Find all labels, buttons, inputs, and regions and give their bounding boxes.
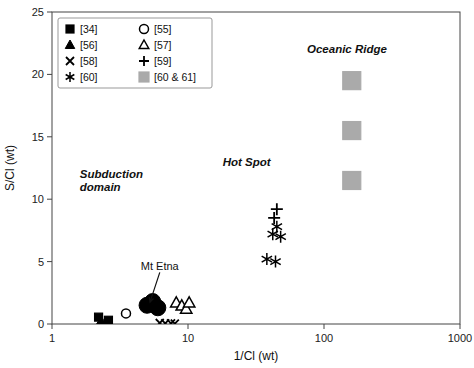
- y-axis-label: S/Cl (wt): [3, 145, 17, 191]
- series: [95, 313, 113, 324]
- y-tick-label: 5: [38, 256, 44, 268]
- annotation-arrow: [149, 272, 159, 302]
- y-tick: [47, 199, 52, 200]
- x-tick: [188, 324, 189, 329]
- chart: 0 5 10 15 20 25 1 10 100 1000 1/Cl (wt) S/Cl (wt) Mt…: [0, 0, 474, 368]
- series: [121, 309, 130, 318]
- y-tick-label: 0: [38, 318, 44, 330]
- series: [96, 316, 106, 324]
- legend-label: [60 & 61]: [154, 71, 196, 83]
- legend-symbol: [139, 56, 149, 66]
- point: [275, 231, 285, 243]
- legend-box: [58, 18, 212, 88]
- legend-label: [58]: [80, 55, 98, 67]
- y-tick: [47, 136, 52, 137]
- legend-symbol: [139, 40, 149, 49]
- legend-symbol: [140, 25, 149, 34]
- annotation: Mt Etna: [141, 260, 180, 272]
- legend-symbol: [139, 72, 149, 82]
- legend-label: [56]: [80, 39, 98, 51]
- point: [121, 309, 130, 318]
- legend: [34] [55] [56] [57] [58] [59] [60] [60 & 61]: [58, 18, 212, 88]
- annotation: Hot Spot: [223, 156, 272, 168]
- legend-label: [55]: [154, 23, 172, 35]
- point: [343, 72, 361, 90]
- series: [343, 72, 361, 190]
- legend-label: [57]: [154, 39, 172, 51]
- y-tick-label: 15: [32, 131, 44, 143]
- x-tick-label: 100: [315, 332, 333, 344]
- series: [262, 221, 286, 268]
- y-tick: [47, 324, 52, 325]
- y-tick-label: 10: [32, 193, 44, 205]
- x-axis-label: 1/Cl (wt): [234, 349, 279, 363]
- marks: [95, 72, 361, 324]
- series: [156, 319, 179, 324]
- point: [171, 320, 179, 324]
- point: [183, 297, 194, 307]
- legend-symbol: [66, 72, 75, 82]
- series: [171, 297, 195, 313]
- legend-label: [60]: [80, 71, 98, 83]
- point: [268, 212, 280, 224]
- plot-frame: [52, 12, 460, 324]
- x-tick-label: 10: [182, 332, 194, 344]
- x-tick-label: 1000: [448, 332, 472, 344]
- legend-label: [59]: [154, 55, 172, 67]
- y-tick: [47, 261, 52, 262]
- y-tick-label: 25: [32, 6, 44, 18]
- point: [343, 122, 361, 140]
- point: [271, 203, 283, 215]
- y-tick: [47, 74, 52, 75]
- series: [268, 203, 283, 224]
- x-tick: [460, 324, 461, 329]
- point: [96, 316, 106, 324]
- point: [270, 256, 280, 268]
- x-tick: [52, 324, 53, 329]
- legend-symbol: [66, 25, 74, 33]
- y-tick: [47, 12, 52, 13]
- point: [343, 171, 361, 189]
- series: [139, 294, 166, 316]
- legend-symbol: [65, 40, 75, 49]
- annotation: Subductiondomain: [80, 168, 143, 193]
- annotation: Oceanic Ridge: [307, 43, 387, 55]
- x-tick: [324, 324, 325, 329]
- legend-label: [34]: [80, 23, 98, 35]
- legend-symbol: [66, 57, 74, 65]
- x-tick-label: 1: [49, 332, 55, 344]
- point: [150, 300, 166, 316]
- y-tick-label: 20: [32, 68, 44, 80]
